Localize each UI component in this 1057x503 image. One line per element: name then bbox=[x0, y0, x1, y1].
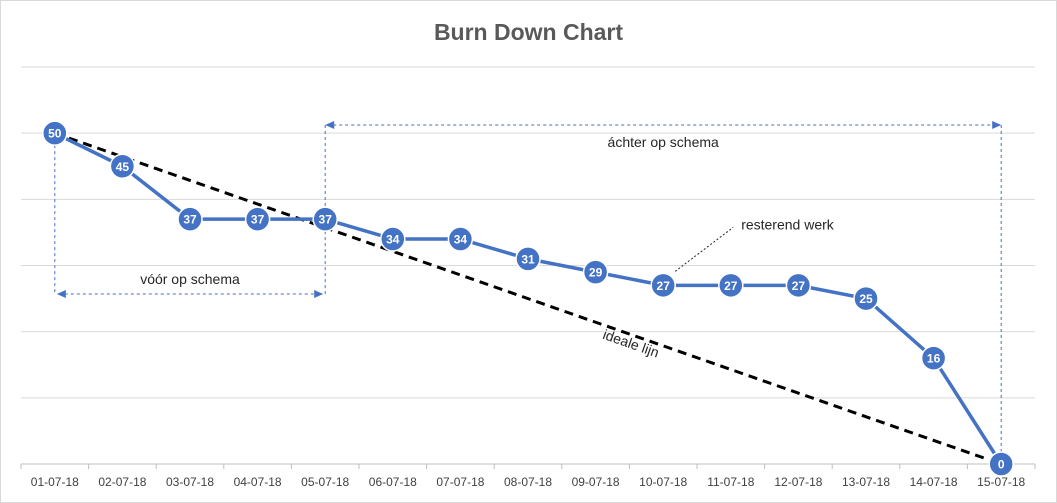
data-label: 25 bbox=[859, 292, 873, 306]
behind-arrow-head-right bbox=[992, 121, 1002, 129]
x-tick-label: 13-07-18 bbox=[842, 475, 890, 489]
data-point bbox=[853, 285, 879, 312]
data-label: 37 bbox=[319, 213, 333, 227]
data-point bbox=[177, 206, 203, 232]
chart-title: Burn Down Chart bbox=[433, 19, 624, 45]
behind-schedule-label: áchter op schema bbox=[608, 134, 719, 150]
data-point bbox=[42, 120, 68, 146]
data-point bbox=[244, 206, 271, 232]
data-point bbox=[920, 345, 947, 371]
data-point bbox=[582, 259, 609, 285]
ahead-schedule-label: vóór op schema bbox=[140, 271, 240, 287]
data-label: 37 bbox=[183, 213, 197, 227]
x-tick-label: 06-07-18 bbox=[369, 475, 417, 489]
data-label: 0 bbox=[998, 458, 1005, 472]
x-tick-label: 04-07-18 bbox=[234, 475, 282, 489]
data-label: 34 bbox=[386, 233, 400, 247]
x-tick-label: 14-07-18 bbox=[910, 475, 958, 489]
data-label: 37 bbox=[251, 213, 265, 227]
data-point bbox=[650, 272, 676, 299]
data-label: 27 bbox=[792, 279, 806, 293]
ideal-line bbox=[54, 131, 1002, 466]
x-tick-label: 05-07-18 bbox=[301, 475, 349, 489]
ahead-arrow-head-left bbox=[56, 290, 66, 298]
remaining-work-label: resterend werk bbox=[741, 216, 835, 232]
x-tick-label: 07-07-18 bbox=[436, 475, 484, 489]
data-point bbox=[718, 272, 744, 299]
data-label: 31 bbox=[521, 252, 535, 266]
x-tick-label: 01-07-18 bbox=[31, 475, 79, 489]
x-tick-label: 03-07-18 bbox=[166, 475, 214, 489]
remaining-callout-line bbox=[674, 226, 734, 272]
data-point bbox=[785, 272, 812, 299]
data-label: 27 bbox=[657, 279, 671, 293]
data-label: 29 bbox=[589, 266, 603, 280]
data-point bbox=[515, 246, 541, 272]
x-tick-label: 15-07-18 bbox=[977, 475, 1025, 489]
data-point bbox=[312, 206, 338, 232]
data-label: 34 bbox=[454, 233, 468, 247]
data-label: 27 bbox=[724, 279, 738, 293]
data-point bbox=[109, 153, 136, 179]
data-label: 16 bbox=[927, 352, 941, 366]
behind-arrow-head-left bbox=[325, 121, 335, 129]
data-point bbox=[447, 226, 474, 252]
ahead-arrow-head-right bbox=[314, 290, 324, 298]
x-tick-label: 02-07-18 bbox=[98, 475, 146, 489]
data-point bbox=[380, 226, 406, 252]
x-tick-label: 10-07-18 bbox=[639, 475, 687, 489]
x-tick-label: 09-07-18 bbox=[572, 475, 620, 489]
data-label: 50 bbox=[48, 127, 62, 141]
data-label: 45 bbox=[116, 160, 130, 174]
x-tick-label: 08-07-18 bbox=[504, 475, 552, 489]
data-point bbox=[988, 451, 1014, 477]
x-tick-label: 11-07-18 bbox=[707, 475, 754, 489]
x-tick-label: 12-07-18 bbox=[774, 475, 822, 489]
